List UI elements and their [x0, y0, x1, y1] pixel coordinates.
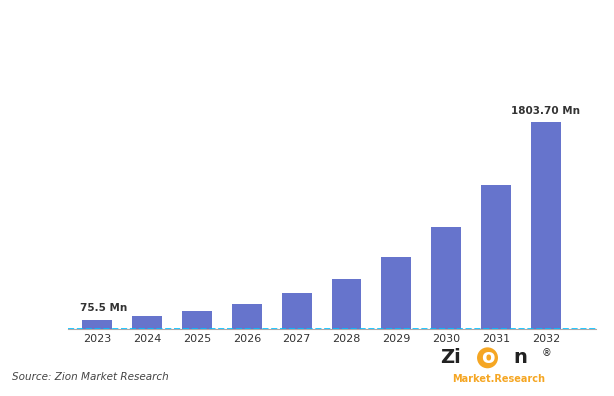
Text: Source: Zion Market Research: Source: Zion Market Research — [12, 372, 169, 382]
Text: o: o — [481, 348, 494, 367]
Text: Zi: Zi — [440, 348, 461, 367]
Bar — [232, 304, 262, 329]
Bar — [182, 311, 212, 329]
Text: TV White Space Spectrum Market,: TV White Space Spectrum Market, — [133, 19, 481, 37]
Bar — [282, 293, 312, 329]
Text: ®: ® — [542, 348, 551, 358]
Bar — [332, 279, 362, 329]
Bar — [431, 227, 461, 329]
Text: Global Market Size, 2024-2032 (USD Million): Global Market Size, 2024-2032 (USD Milli… — [153, 58, 461, 72]
Text: n: n — [514, 348, 527, 367]
Text: CAGR : 42.40%: CAGR : 42.40% — [98, 101, 209, 113]
Text: Market.Research: Market.Research — [452, 374, 545, 384]
Text: o: o — [481, 348, 494, 367]
Bar — [481, 185, 511, 329]
Text: 1803.70 Mn: 1803.70 Mn — [511, 106, 580, 116]
Bar — [132, 316, 162, 329]
Text: 75.5 Mn: 75.5 Mn — [80, 303, 127, 313]
Bar — [531, 122, 561, 329]
Bar — [82, 320, 112, 329]
Bar — [381, 257, 411, 329]
